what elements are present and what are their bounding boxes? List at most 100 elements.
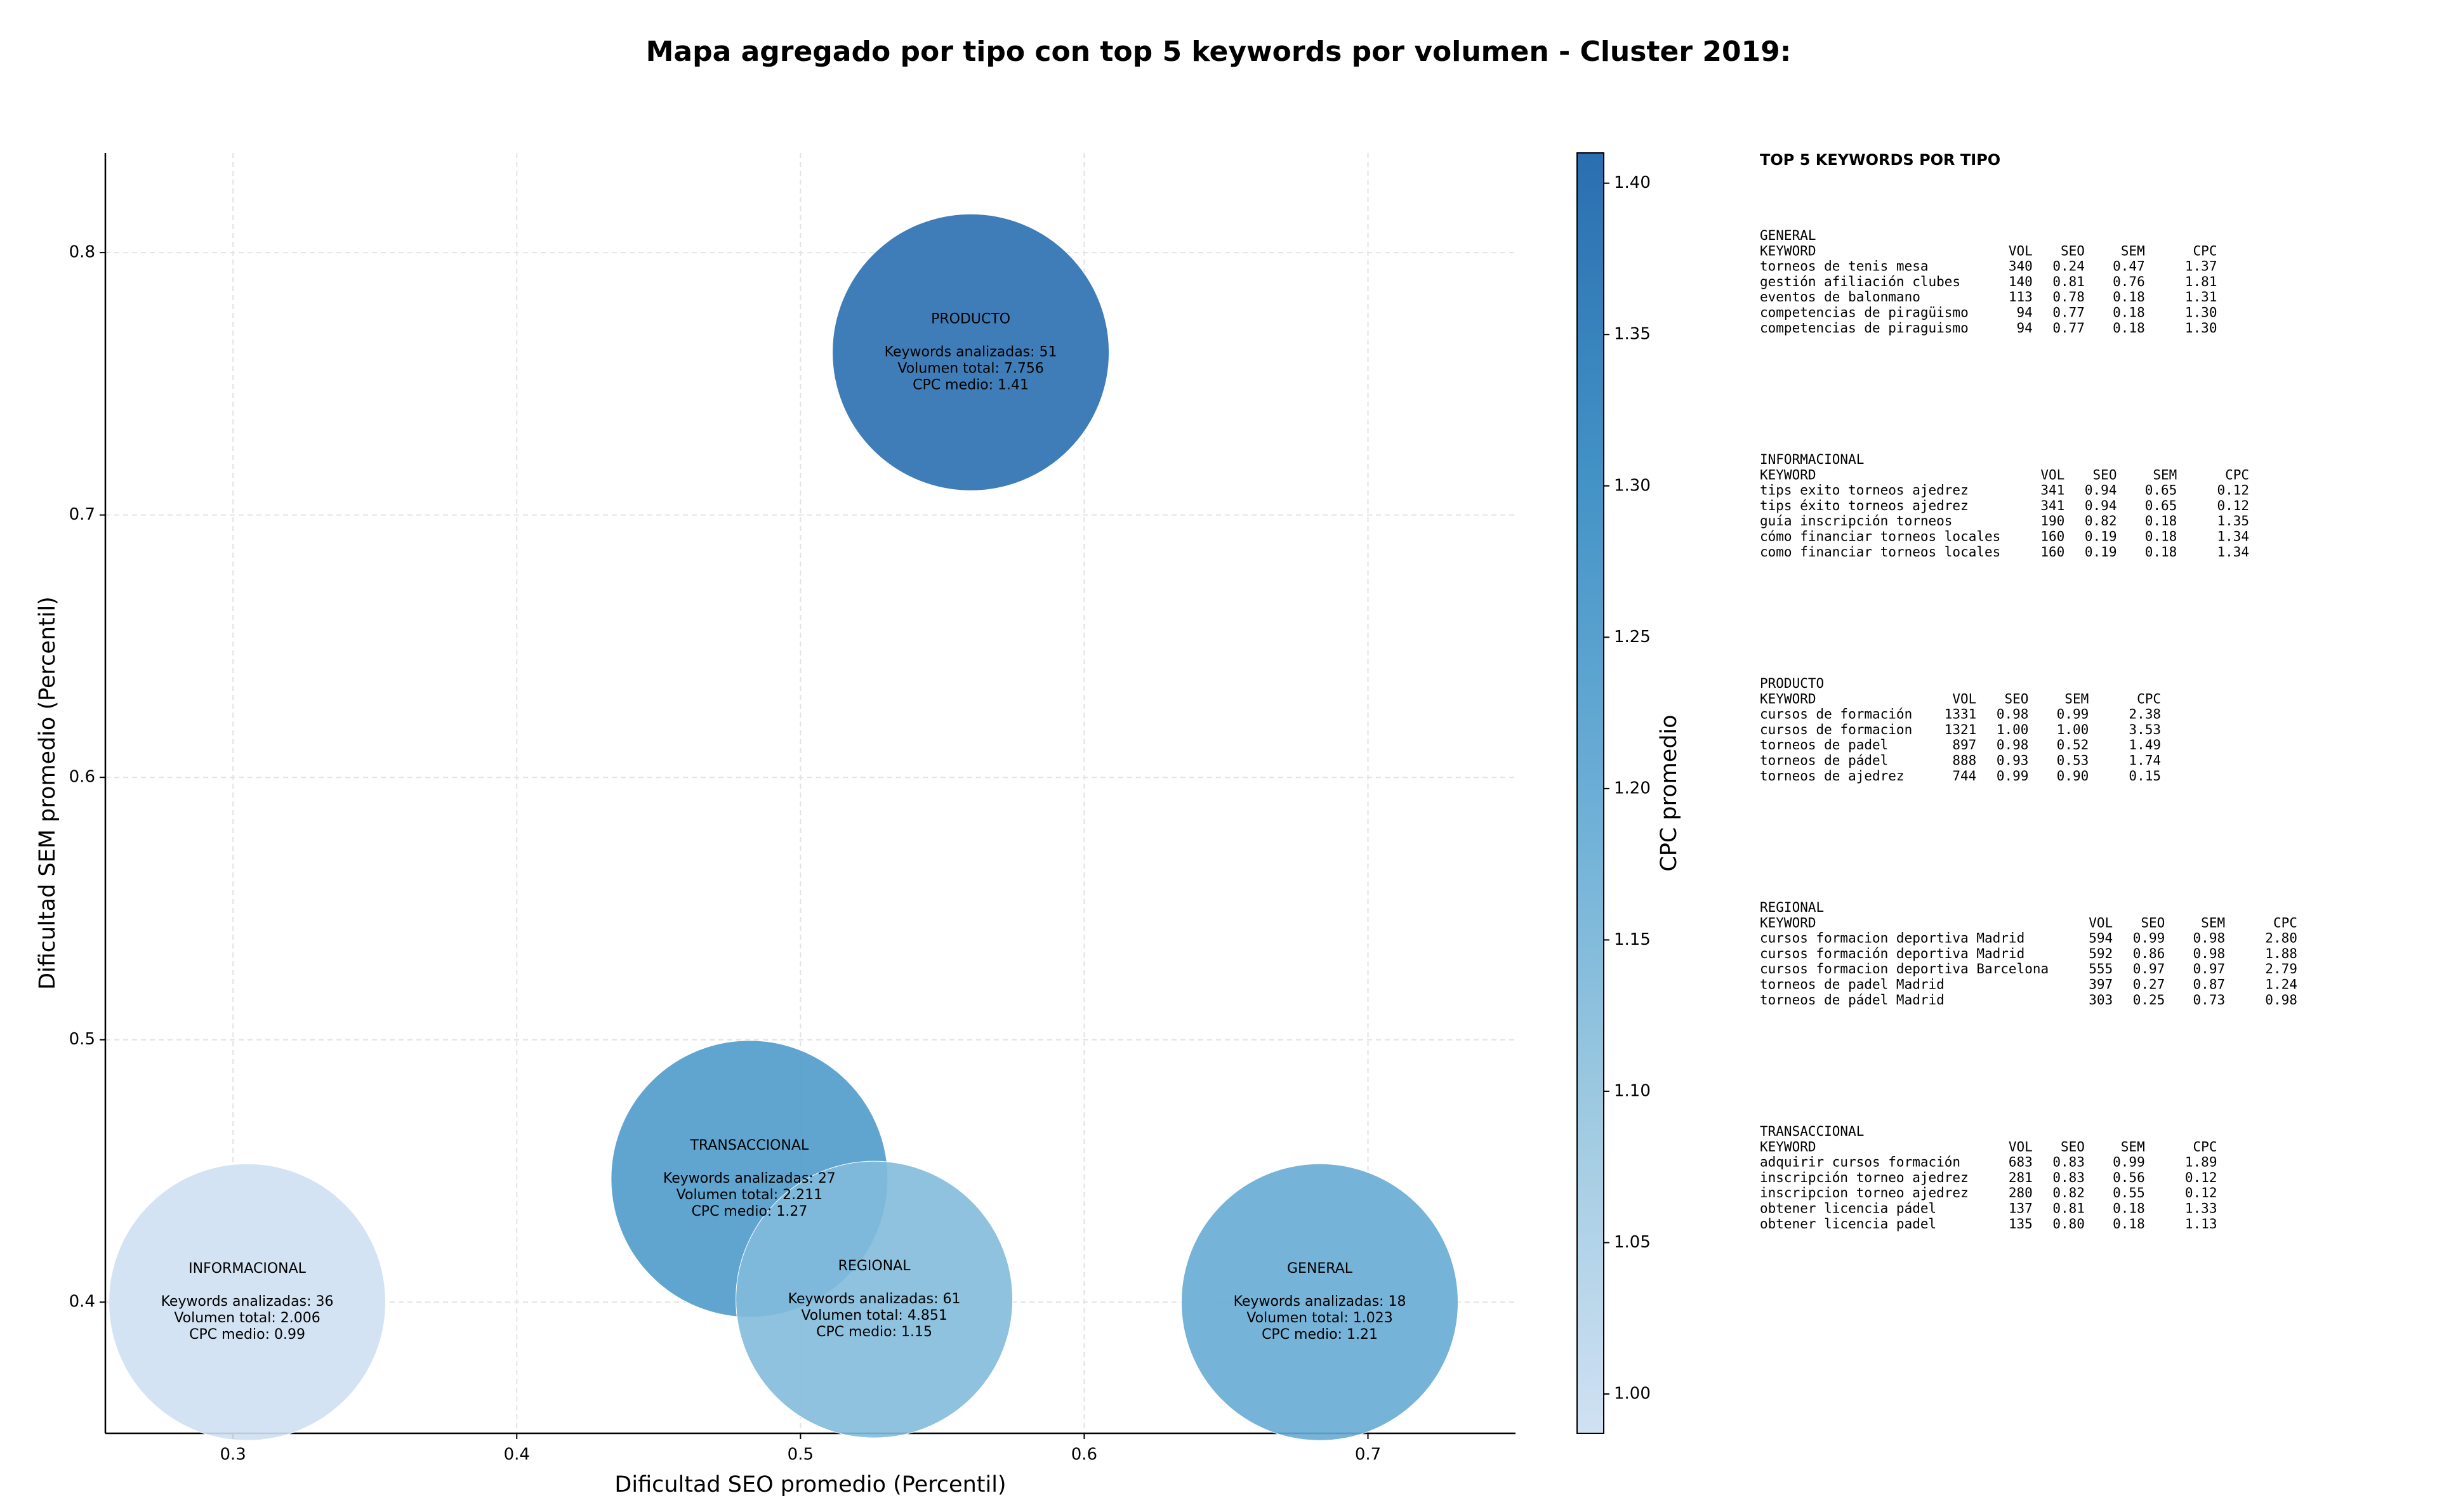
- table-cell: inscripción torneo ajedrez: [1760, 1170, 1969, 1185]
- x-tick-label: 0.4: [504, 1445, 530, 1464]
- table-cell: 3.53: [2129, 722, 2161, 737]
- column-header: SEO: [2005, 691, 2029, 706]
- table-cell: 2.80: [2265, 931, 2297, 946]
- table-cell: 1.37: [2185, 259, 2217, 274]
- column-header: CPC: [2225, 467, 2249, 482]
- table-cell: cursos formación deportiva Madrid: [1760, 946, 2024, 961]
- table-cell: eventos de balonmano: [1760, 289, 1920, 305]
- table-cell: 0.80: [2052, 1216, 2085, 1232]
- table-cell: 0.65: [2145, 483, 2177, 498]
- x-tick-label: 0.3: [220, 1445, 246, 1464]
- colorbar-label: CPC promedio: [1656, 714, 1682, 871]
- table-cell: 1.24: [2265, 977, 2297, 992]
- bubble-name: PRODUCTO: [931, 311, 1010, 327]
- table-cell: tips exito torneos ajedrez: [1760, 483, 1969, 498]
- table-cell: 0.65: [2145, 498, 2177, 513]
- column-header: VOL: [2009, 243, 2033, 258]
- table-cell: 160: [2040, 529, 2064, 544]
- table-cell: 94: [2016, 320, 2032, 336]
- table-cell: 341: [2040, 483, 2064, 498]
- colorbar-tick-label: 1.35: [1614, 325, 1651, 344]
- table-cell: obtener licencia padel: [1760, 1216, 1936, 1232]
- table-cell: 0.98: [1997, 737, 2029, 753]
- table-cell: inscripcion torneo ajedrez: [1760, 1185, 1969, 1200]
- table-cell: 1.35: [2217, 513, 2249, 529]
- table-cell: obtener licencia pádel: [1760, 1201, 1936, 1216]
- table-cell: 94: [2016, 305, 2032, 320]
- table-cell: 0.18: [2113, 1216, 2145, 1232]
- table-cell: 0.98: [2193, 931, 2226, 946]
- table-cell: 0.56: [2113, 1170, 2145, 1185]
- group-name: GENERAL: [1760, 228, 1816, 243]
- bubble-name: INFORMACIONAL: [188, 1261, 307, 1277]
- table-cell: 340: [2009, 259, 2033, 274]
- table-cell: torneos de pádel: [1760, 753, 1888, 768]
- bubble-name: GENERAL: [1287, 1261, 1353, 1277]
- colorbar-tick-label: 1.25: [1614, 628, 1651, 647]
- bubble-label: Volumen total: 2.211: [677, 1187, 822, 1203]
- table-cell: 0.12: [2185, 1170, 2217, 1185]
- table-cell: 0.52: [2057, 737, 2089, 753]
- column-header: SEM: [2121, 1139, 2145, 1154]
- table-cell: 744: [1952, 768, 1976, 784]
- table-cell: 303: [2089, 992, 2113, 1008]
- table-cell: 0.18: [2145, 544, 2177, 560]
- table-cell: 0.98: [2193, 946, 2226, 961]
- group-name: REGIONAL: [1760, 900, 1824, 915]
- table-cell: cursos formacion deportiva Barcelona: [1760, 961, 2049, 976]
- table-cell: 0.99: [2057, 707, 2089, 722]
- table-cell: 0.86: [2133, 946, 2165, 961]
- table-cell: 0.81: [2052, 1201, 2085, 1216]
- table-cell: torneos de padel: [1760, 737, 1888, 753]
- x-axis-label: Dificultad SEO promedio (Percentil): [614, 1472, 1006, 1497]
- bubble-label: CPC medio: 1.21: [1262, 1327, 1378, 1343]
- table-cell: 1.30: [2185, 305, 2217, 320]
- table-cell: competencias de piraguismo: [1760, 320, 1969, 336]
- colorbar-tick-label: 1.05: [1614, 1233, 1651, 1252]
- table-cell: 1.89: [2185, 1155, 2217, 1170]
- colorbar-tick-label: 1.20: [1614, 779, 1651, 798]
- group-name: PRODUCTO: [1760, 676, 1824, 691]
- table-cell: como financiar torneos locales: [1760, 544, 2000, 560]
- table-cell: torneos de ajedrez: [1760, 768, 1905, 784]
- table-cell: 341: [2040, 498, 2064, 513]
- table-cell: 1.30: [2185, 320, 2217, 336]
- table-cell: adquirir cursos formación: [1760, 1155, 1960, 1170]
- group-name: INFORMACIONAL: [1760, 452, 1864, 467]
- column-header: VOL: [2009, 1139, 2033, 1154]
- column-header: CPC: [2137, 691, 2161, 706]
- table-cell: tips éxito torneos ajedrez: [1760, 498, 1969, 513]
- bubble-label: Volumen total: 1.023: [1246, 1310, 1392, 1326]
- bubble: [832, 213, 1110, 491]
- bubble-label: Volumen total: 4.851: [801, 1308, 947, 1324]
- bubble-name: TRANSACCIONAL: [690, 1138, 809, 1154]
- table-cell: 0.73: [2193, 992, 2226, 1008]
- table-cell: 0.55: [2113, 1185, 2145, 1200]
- table-cell: torneos de tenis mesa: [1760, 259, 1929, 274]
- table-cell: 0.98: [1997, 707, 2029, 722]
- table-cell: cursos formacion deportiva Madrid: [1760, 931, 2024, 946]
- bubble-label: Keywords analizadas: 27: [663, 1171, 836, 1187]
- table-cell: 0.94: [2085, 483, 2117, 498]
- table-cell: gestión afiliación clubes: [1760, 274, 1960, 289]
- table-cell: cursos de formación: [1760, 707, 1912, 722]
- table-cell: 0.53: [2057, 753, 2089, 768]
- y-tick-label: 0.8: [69, 243, 95, 262]
- table-cell: 594: [2089, 931, 2113, 946]
- column-header: KEYWORD: [1760, 915, 1816, 930]
- table-cell: 1.33: [2185, 1201, 2217, 1216]
- column-header: CPC: [2193, 1139, 2217, 1154]
- table-cell: 1331: [1945, 707, 1977, 722]
- column-header: KEYWORD: [1760, 691, 1816, 706]
- column-header: SEO: [2061, 243, 2085, 258]
- table-cell: 0.18: [2145, 513, 2177, 529]
- table-cell: 592: [2089, 946, 2113, 961]
- colorbar-tick-label: 1.15: [1614, 930, 1651, 949]
- table-cell: 0.47: [2113, 259, 2145, 274]
- bubble: [109, 1163, 386, 1441]
- table-cell: 0.18: [2113, 289, 2145, 305]
- column-header: VOL: [2040, 467, 2064, 482]
- table-cell: 1.49: [2129, 737, 2161, 753]
- column-header: KEYWORD: [1760, 1139, 1816, 1154]
